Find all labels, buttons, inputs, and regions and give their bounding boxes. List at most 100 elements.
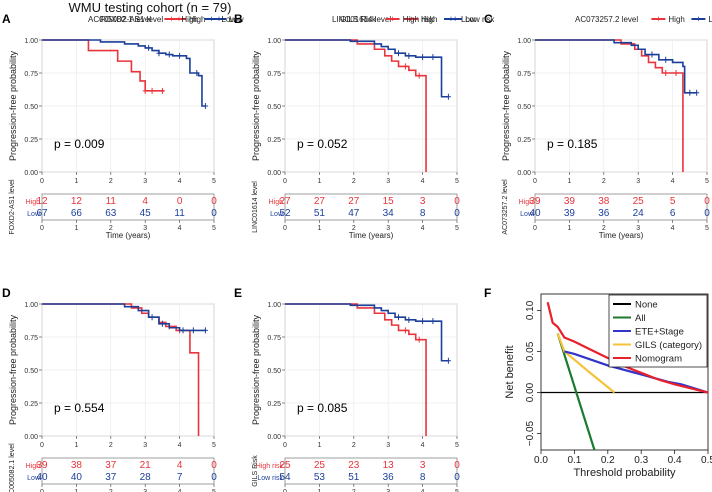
- x-tick-label: 5: [455, 178, 459, 185]
- y-tick-label: 0.50: [267, 368, 281, 375]
- legend-item-label: GILS (category): [635, 340, 702, 351]
- x-tick-label: 4: [178, 442, 182, 449]
- risk-table-frame: [284, 457, 458, 485]
- legend-item-label: Low: [229, 15, 244, 24]
- censor-mark-low: [445, 93, 451, 100]
- risk-count: 3: [420, 196, 426, 207]
- censor-mark-low: [146, 44, 152, 51]
- y-axis-label: Progression-free probability: [251, 314, 261, 425]
- censor-mark-low: [156, 50, 162, 57]
- risk-count: 11: [174, 208, 185, 219]
- y-tick-label: 0.50: [517, 104, 531, 111]
- x-tick-label: 1: [317, 178, 321, 185]
- legend: AC005082.1 level + High + Low: [88, 14, 236, 24]
- risk-count: 45: [140, 208, 152, 219]
- risk-x-tick-label: 2: [602, 225, 606, 232]
- legend-item-label: Low: [221, 15, 236, 24]
- legend-item-label: Nomogram: [635, 354, 682, 365]
- x-tick-label: 0: [283, 178, 287, 185]
- risk-x-tick-label: 4: [421, 225, 425, 232]
- panel-c: C AC073257.2 level + High + Low 0.00 0.25 0.50 0.…: [484, 12, 712, 240]
- risk-count: 34: [383, 208, 395, 219]
- p-value: p = 0.009: [54, 137, 105, 151]
- panel-label: D: [2, 286, 11, 300]
- x-tick-label: 0: [283, 442, 287, 449]
- p-value: p = 0.185: [547, 137, 598, 151]
- censor-mark-low: [649, 51, 655, 58]
- km-curve-low: [285, 303, 449, 362]
- legend-title: FOXD2-AS1 level: [100, 15, 163, 24]
- risk-x-tick-label: 5: [212, 225, 216, 232]
- x-tick-label: 2: [109, 178, 113, 185]
- risk-count: 51: [348, 472, 360, 483]
- legend-swatch-plus: +: [390, 14, 395, 24]
- p-value: p = 0.085: [297, 401, 348, 415]
- x-tick-label: 0.1: [567, 455, 581, 466]
- censor-mark-low: [180, 327, 186, 334]
- curve-nomogram: [546, 301, 708, 394]
- censor-mark-low: [420, 318, 426, 325]
- censor-mark-low: [663, 56, 669, 63]
- y-tick-label: −0.05: [525, 420, 536, 446]
- x-tick-label: 5: [455, 442, 459, 449]
- risk-count: 15: [383, 196, 395, 207]
- legend-swatch-plus: +: [452, 14, 457, 24]
- risk-count: 27: [314, 196, 326, 207]
- y-tick-label: 0.50: [24, 104, 38, 111]
- x-tick-label: 2: [352, 178, 356, 185]
- censor-mark-low: [159, 320, 165, 327]
- risk-count: 0: [704, 208, 710, 219]
- y-tick-label: 0.00: [24, 434, 38, 441]
- risk-x-tick-label: 3: [636, 225, 640, 232]
- legend-title: GILS Risk: [340, 15, 377, 24]
- y-tick-label: 0.00: [24, 170, 38, 177]
- censor-mark-high: [416, 336, 422, 343]
- risk-x-tick-label: 0: [283, 489, 287, 492]
- risk-count: 24: [633, 208, 645, 219]
- risk-count: 0: [211, 472, 217, 483]
- risk-x-tick-label: 2: [109, 489, 113, 492]
- censor-mark-low: [202, 103, 208, 109]
- legend-item-label: ETE+Stage: [635, 327, 684, 338]
- y-tick-label: 0.75: [517, 71, 531, 78]
- censor-mark-high: [402, 327, 408, 334]
- legend-swatch-plus: +: [176, 14, 181, 24]
- legend-item-label: High risk: [403, 15, 435, 24]
- risk-count: 5: [670, 196, 676, 207]
- censor-mark-low: [694, 89, 700, 96]
- risk-count: 25: [279, 460, 291, 471]
- risk-x-tick-label: 4: [178, 225, 182, 232]
- censor-mark-low: [406, 316, 412, 323]
- risk-count: 51: [314, 208, 326, 219]
- legend: AC073257.2 level + High + Low: [575, 14, 712, 24]
- x-tick-label: 1: [74, 178, 78, 185]
- km-curve-low: [285, 39, 449, 98]
- y-tick-label: 0.25: [24, 137, 38, 144]
- risk-count: 52: [279, 208, 291, 219]
- risk-count: 36: [383, 472, 395, 483]
- risk-x-tick-label: 1: [74, 489, 78, 492]
- y-axis-label: Progression-free probability: [8, 50, 18, 161]
- risk-table-title: GILS Risk: [252, 455, 259, 487]
- panel-label: A: [2, 12, 11, 26]
- y-tick-label: 1.00: [517, 38, 531, 45]
- x-tick-label: 1: [567, 178, 571, 185]
- legend-swatch-plus: +: [408, 14, 413, 24]
- legend-item-label: None: [635, 300, 658, 311]
- risk-x-tick-label: 2: [352, 489, 356, 492]
- risk-count: 39: [564, 196, 576, 207]
- legend-item-label: High: [181, 15, 197, 24]
- risk-count: 39: [36, 460, 48, 471]
- risk-count: 40: [36, 472, 48, 483]
- legend-swatch-plus: +: [209, 14, 214, 24]
- risk-count: 0: [211, 196, 217, 207]
- risk-x-tick-label: 2: [352, 225, 356, 232]
- risk-table-title: LINC01614 level: [252, 181, 259, 233]
- censor-mark-low: [406, 52, 412, 59]
- x-tick-label: 3: [636, 178, 640, 185]
- x-tick-label: 4: [671, 178, 675, 185]
- y-tick-label: 0.75: [24, 71, 38, 78]
- y-tick-label: 0.75: [267, 71, 281, 78]
- p-value: p = 0.554: [54, 401, 105, 415]
